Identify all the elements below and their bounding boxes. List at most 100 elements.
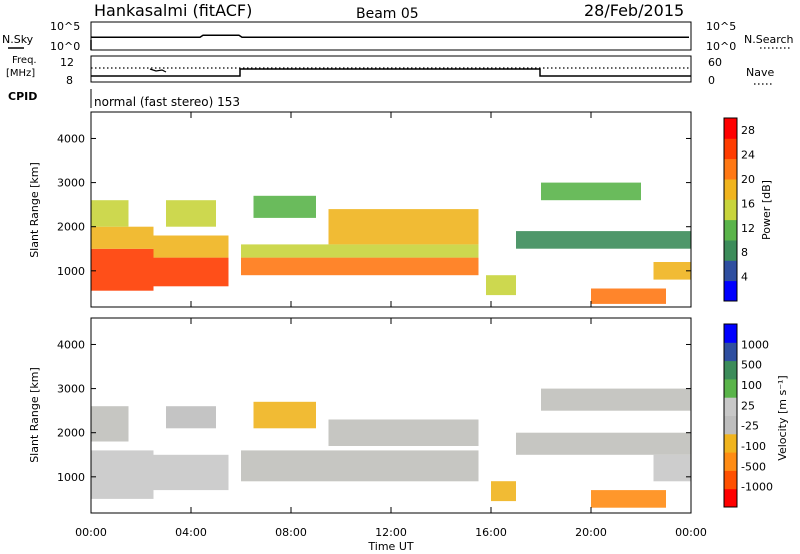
date-title: 28/Feb/2015	[584, 1, 684, 20]
noise-sky-trace	[90, 34, 689, 38]
velocity-band-1	[91, 406, 129, 442]
power-band-3	[153, 257, 229, 287]
x-axis-ticks: 00:00 04:00 08:00 12:00 16:00 20:00 00:00	[75, 112, 707, 539]
power-colorbar-segment-5	[724, 179, 737, 200]
power-colorbar-segment-4	[724, 199, 737, 221]
freq-panel-frame	[90, 55, 692, 83]
power-band-0	[91, 248, 154, 291]
xtick-label-5: 20:00	[575, 526, 607, 539]
velocity-colorbar-tick-1: 500	[741, 359, 762, 372]
power-colorbar-segment-2	[724, 240, 737, 261]
nave-label: Nave	[746, 66, 774, 79]
velocity-band-6	[328, 419, 479, 446]
velocity-band-2	[153, 454, 229, 491]
velocity-band-9	[541, 388, 691, 411]
noise-tick-top-left: 10^5	[50, 20, 80, 33]
power-colorbar-segment-6	[724, 158, 737, 180]
velocity-colorbar-label: Velocity [m s⁻¹]	[776, 375, 789, 460]
velocity-band-4	[241, 450, 479, 482]
velocity-band-0	[91, 450, 154, 499]
power-y-ticks: 1000 2000 3000 4000	[57, 132, 691, 278]
velocity-colorbar-segment-5	[724, 397, 737, 416]
power-band-5	[166, 200, 216, 227]
velocity-colorbar-segment-0	[724, 488, 737, 508]
freq-tick-top: 12	[60, 56, 74, 69]
xtick-label-6: 00:00	[675, 526, 707, 539]
velocity-band-7	[491, 481, 516, 502]
power-colorbar-tick-2: 12	[741, 222, 755, 235]
velocity-colorbar-tick-7: -1000	[741, 481, 773, 494]
power-colorbar-label: Power [dB]	[760, 180, 773, 240]
velocity-y-label: Slant Range [km]	[28, 367, 41, 463]
cpid-value: normal (fast stereo) 153	[94, 95, 240, 109]
power-ytick-label-1: 2000	[57, 221, 85, 234]
power-colorbar-segment-8	[724, 118, 737, 139]
velocity-colorbar-tick-5: -100	[741, 440, 766, 453]
velocity-ytick-label-1: 2000	[57, 427, 85, 440]
station-title: Hankasalmi (fitACF)	[94, 1, 252, 20]
power-colorbar-segment-0	[724, 280, 737, 302]
power-ytick-label-2: 3000	[57, 177, 85, 190]
velocity-colorbar-segment-4	[724, 415, 737, 435]
x-axis-title: Time UT	[367, 540, 413, 553]
power-colorbar-tick-4: 20	[741, 173, 755, 186]
velocity-colorbar-tick-3: 25	[741, 399, 755, 412]
power-band-10	[486, 275, 516, 296]
power-bands	[91, 182, 691, 304]
velocity-colorbar-segment-3	[724, 433, 737, 453]
velocity-band-11	[653, 454, 691, 482]
power-y-label: Slant Range [km]	[28, 162, 41, 258]
velocity-colorbar-tick-4: -25	[741, 420, 759, 433]
power-band-14	[653, 262, 691, 280]
velocity-band-5	[253, 401, 316, 429]
power-colorbar-tick-0: 4	[741, 271, 748, 284]
velocity-colorbar-segment-2	[724, 452, 737, 471]
velocity-colorbar-segment-6	[724, 378, 737, 398]
power-ytick-label-0: 1000	[57, 265, 85, 278]
beam-title: Beam 05	[356, 6, 419, 22]
power-band-8	[328, 209, 479, 245]
power-band-13	[591, 288, 666, 304]
power-band-4	[153, 235, 229, 258]
power-panel: 1000 2000 3000 4000 Slant Range [km] 4 8 12 16…	[28, 111, 773, 308]
velocity-band-10	[591, 490, 666, 508]
power-colorbar-frame	[723, 117, 738, 302]
power-colorbar-segment-7	[724, 138, 737, 160]
noise-tick-top-right: 10^5	[706, 20, 736, 33]
velocity-colorbar-segment-7	[724, 360, 737, 380]
noise-tick-bottom-left: 10^0	[50, 40, 80, 53]
velocity-colorbar-segment-8	[724, 342, 737, 362]
velocity-colorbar-frame	[723, 323, 738, 508]
power-band-1	[91, 226, 154, 249]
velocity-colorbar-tick-0: 1000	[741, 338, 769, 351]
velocity-y-ticks: 1000 2000 3000 4000	[57, 338, 691, 484]
power-band-9	[253, 195, 316, 218]
power-band-6	[241, 257, 479, 276]
freq-trace	[91, 68, 691, 77]
velocity-colorbar-segment-1	[724, 470, 737, 490]
power-ytick-label-3: 4000	[57, 132, 85, 145]
nave-tick-top: 60	[708, 56, 722, 69]
velocity-colorbar-tick-2: 100	[741, 379, 762, 392]
noise-search-label: N.Search	[744, 33, 794, 46]
power-band-12	[541, 182, 641, 201]
velocity-ytick-label-3: 4000	[57, 338, 85, 351]
velocity-colorbar: 1000 500 100 25 -25 -100 -500 -1000	[723, 323, 773, 508]
nave-dip	[149, 68, 167, 73]
velocity-colorbar-tick-6: -500	[741, 460, 766, 473]
freq-label-2: [MHz]	[6, 68, 35, 79]
xtick-label-4: 16:00	[475, 526, 507, 539]
velocity-bands	[91, 388, 691, 508]
xtick-label-2: 08:00	[275, 526, 307, 539]
cpid-label: CPID	[8, 90, 37, 103]
velocity-band-3	[166, 406, 216, 429]
power-colorbar-tick-5: 24	[741, 149, 755, 162]
freq-label-1: Freq.	[12, 55, 37, 66]
velocity-colorbar-segment-9	[724, 324, 737, 343]
nave-tick-bottom: 0	[708, 74, 715, 87]
noise-panel-frame	[90, 21, 692, 51]
xtick-label-1: 04:00	[175, 526, 207, 539]
power-colorbar-tick-1: 8	[741, 246, 748, 259]
power-colorbar-segment-3	[724, 219, 737, 241]
